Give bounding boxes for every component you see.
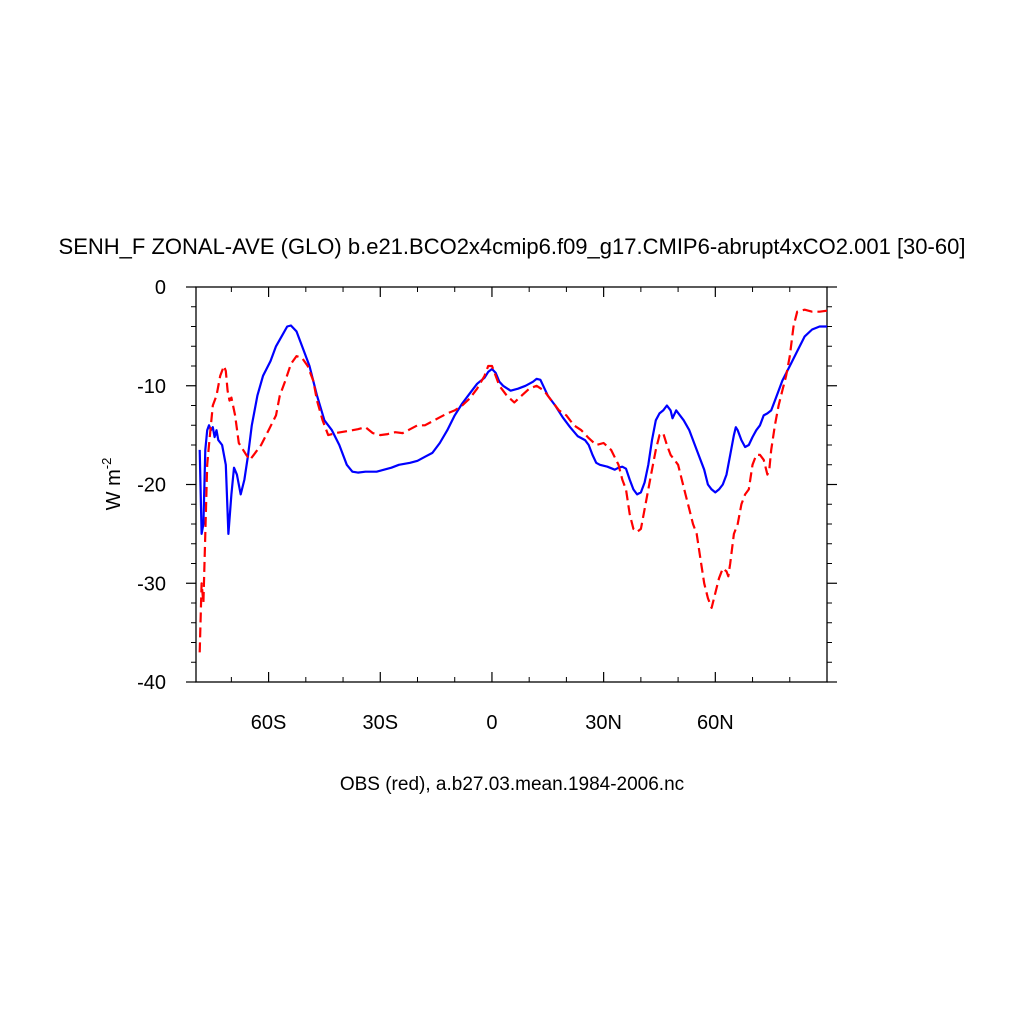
y-axis-label-superscript: -2 <box>99 458 114 470</box>
plot-frame <box>195 286 828 683</box>
y-tick-label: -30 <box>137 573 166 595</box>
x-axis: 60S 30S 0 30N 60N <box>251 287 734 734</box>
chart-title: SENH_F ZONAL-AVE (GLO) b.e21.BCO2x4cmip6… <box>59 234 966 259</box>
x-tick-label: 60S <box>251 712 287 734</box>
y-axis-label-text: W m <box>103 469 125 510</box>
chart-caption: OBS (red), a.b27.03.mean.1984-2006.nc <box>340 774 684 795</box>
x-tick-label: 60N <box>697 712 734 734</box>
x-tick-label: 30S <box>362 712 398 734</box>
y-tick-label: -20 <box>137 475 166 497</box>
minor-ticks <box>191 287 832 682</box>
x-tick-label: 0 <box>486 712 497 734</box>
y-tick-label: 0 <box>155 277 166 299</box>
series-line-red-obs <box>198 308 828 653</box>
plot-area <box>195 286 828 683</box>
y-tick-label: -40 <box>137 672 166 694</box>
series-line-blue <box>198 324 827 536</box>
y-tick-label: -10 <box>137 376 166 398</box>
y-axis: 0 -10 -20 -30 -40 <box>137 277 837 694</box>
series-layer <box>198 308 828 653</box>
x-tick-label: 30N <box>585 712 622 734</box>
y-axis-label: W m-2 <box>99 458 125 511</box>
